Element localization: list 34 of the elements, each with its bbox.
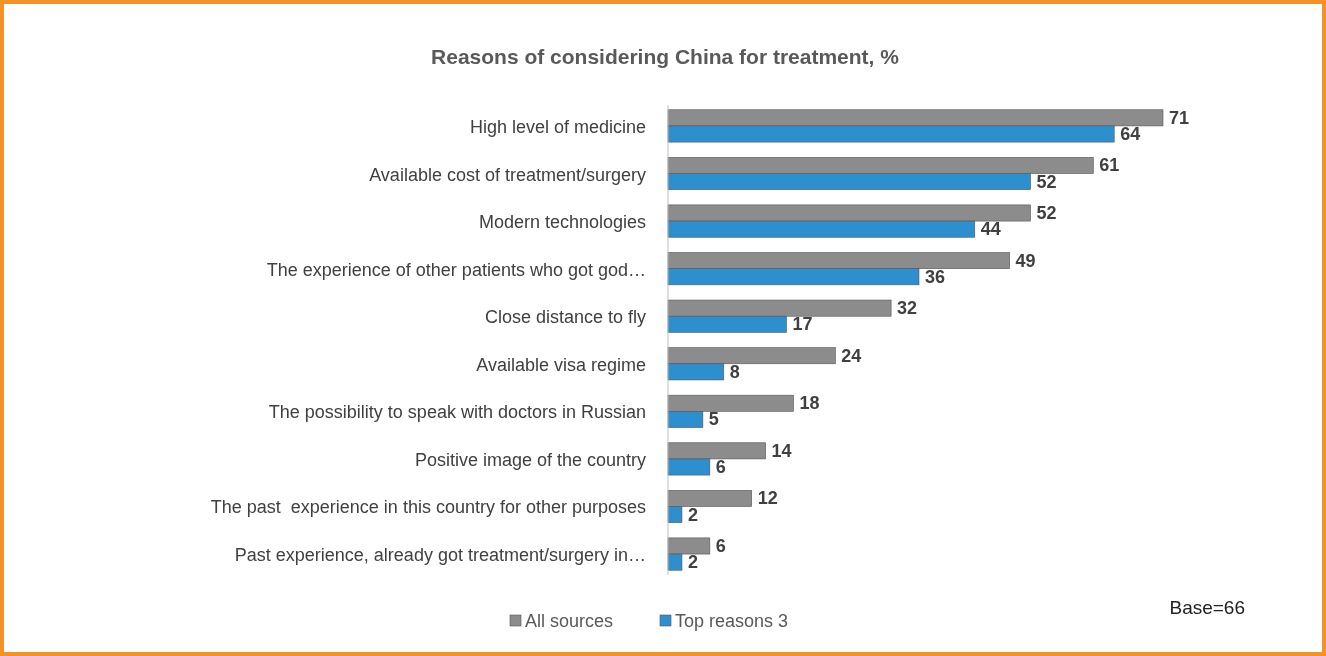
data-label: 49	[1015, 250, 1036, 271]
y-tick-label: Available visa regime	[476, 354, 646, 375]
y-tick-label: Positive image of the country	[414, 449, 646, 470]
data-label: 12	[757, 488, 778, 509]
y-tick-label: The experience of other patients who got god…	[266, 259, 646, 280]
data-label: 5	[708, 409, 719, 430]
data-label: 61	[1099, 155, 1120, 176]
y-tick-label: Available cost of treatment/surgery	[369, 164, 646, 185]
data-label: 64	[1120, 124, 1141, 145]
data-label: 36	[924, 266, 946, 287]
data-label: 8	[729, 361, 740, 382]
data-label: 52	[1036, 202, 1057, 223]
data-label: 44	[980, 219, 1001, 240]
data-label: 24	[841, 345, 862, 366]
data-label: 32	[897, 298, 918, 319]
y-tick-label: The past experience in this country for other purposes	[210, 497, 646, 518]
data-label: 2	[687, 504, 698, 525]
text: Base=66	[1169, 597, 1245, 618]
y-tick-label: Past experience, already got treatment/surgery in…	[234, 545, 646, 566]
legend-label: Top reasons 3	[675, 611, 789, 631]
chart-title: Reasons of considering China for treatment, %	[431, 45, 900, 68]
y-tick-label: Modern technologies	[478, 212, 646, 233]
y-tick-label: The possibility to speak with doctors in Russian	[268, 402, 646, 423]
data-label: 14	[771, 440, 792, 461]
data-label: 52	[1036, 171, 1057, 192]
y-tick-label: Close distance to fly	[484, 307, 646, 328]
data-label: 6	[715, 457, 726, 478]
data-label: 71	[1169, 107, 1190, 128]
data-label: 17	[792, 314, 813, 335]
y-tick-label: High level of medicine	[469, 116, 646, 137]
data-label: 6	[715, 535, 726, 556]
data-label: 2	[687, 552, 698, 573]
legend-label: All sources	[525, 611, 614, 631]
data-label: 18	[799, 393, 820, 414]
